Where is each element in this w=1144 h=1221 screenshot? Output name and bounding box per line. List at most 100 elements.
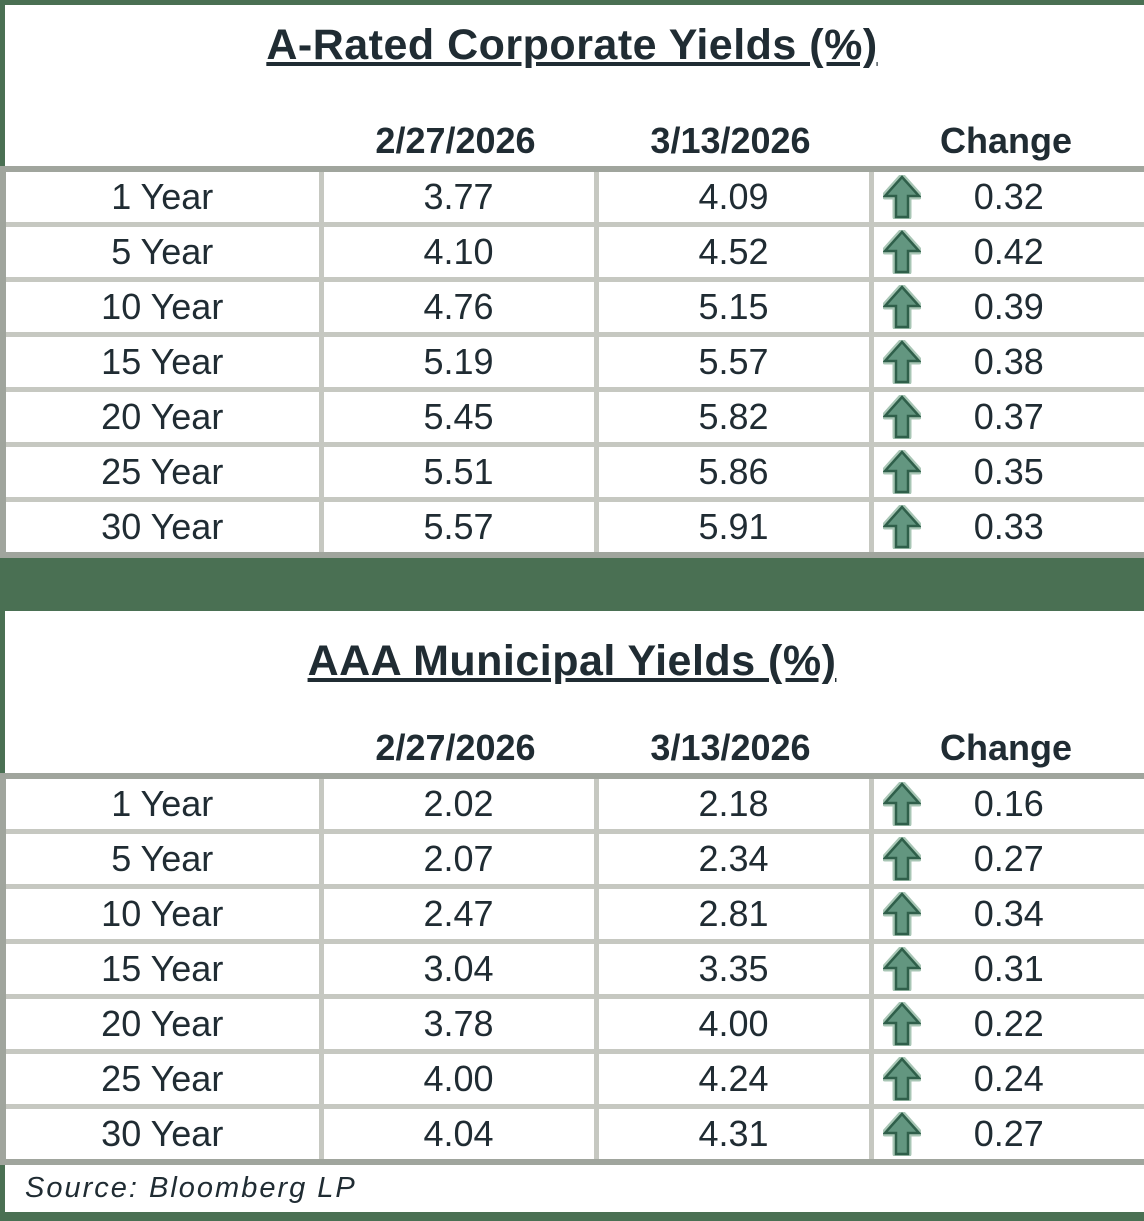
change-value-cell: 0.16	[868, 773, 1144, 834]
up-arrow-icon	[882, 1057, 921, 1101]
table-row: 5 Year 2.07 2.34 0.27	[0, 829, 1144, 889]
curr-yield: 2.81	[593, 884, 874, 944]
up-arrow-icon	[882, 395, 921, 439]
table-row: 30 Year 4.04 4.31 0.27	[0, 1104, 1144, 1165]
change-value-cell: 0.27	[868, 1104, 1144, 1165]
maturity-label: 30 Year	[0, 1104, 324, 1165]
maturity-label: 10 Year	[0, 277, 324, 337]
prev-yield: 3.78	[318, 994, 599, 1054]
change-value-cell: 0.39	[868, 277, 1144, 337]
column-header-curr-date: 3/13/2026	[650, 727, 811, 768]
up-arrow-icon	[882, 892, 921, 936]
change-value: 0.33	[973, 506, 1044, 547]
source-note-text: Source: Bloomberg LP	[25, 1172, 357, 1204]
column-header-change: Change	[939, 120, 1072, 161]
change-value: 0.32	[973, 176, 1044, 217]
curr-yield: 5.82	[593, 387, 874, 447]
curr-yield: 3.35	[593, 939, 874, 999]
curr-yield: 4.09	[593, 166, 874, 227]
table-row: 25 Year 4.00 4.24 0.24	[0, 1049, 1144, 1109]
table-row: 15 Year 3.04 3.35 0.31	[0, 939, 1144, 999]
maturity-label: 20 Year	[0, 387, 324, 447]
curr-yield: 5.91	[593, 497, 874, 558]
up-arrow-icon	[882, 1112, 921, 1156]
prev-yield: 5.51	[318, 442, 599, 502]
column-header-prev-date: 2/27/2026	[375, 120, 536, 161]
up-arrow-icon	[882, 340, 921, 384]
curr-yield: 5.86	[593, 442, 874, 502]
change-value: 0.39	[973, 286, 1044, 327]
curr-yield: 4.24	[593, 1049, 874, 1109]
top-accent-bar	[0, 0, 1144, 5]
up-arrow-icon	[882, 505, 921, 549]
prev-yield: 5.19	[318, 332, 599, 392]
change-value: 0.34	[973, 893, 1044, 934]
maturity-label: 25 Year	[0, 1049, 324, 1109]
up-arrow-icon	[882, 450, 921, 494]
maturity-label: 30 Year	[0, 497, 324, 558]
prev-yield: 2.02	[318, 773, 599, 834]
prev-yield: 5.45	[318, 387, 599, 447]
up-arrow-icon	[882, 175, 921, 219]
table-row: 15 Year 5.19 5.57 0.38	[0, 332, 1144, 392]
change-value-cell: 0.24	[868, 1049, 1144, 1109]
municipal-yields-header: AAA Municipal Yields (%) 2/27/2026 3/13/…	[0, 611, 1144, 773]
change-value-cell: 0.37	[868, 387, 1144, 447]
change-value: 0.37	[973, 396, 1044, 437]
municipal-yields-title: AAA Municipal Yields (%)	[307, 637, 837, 685]
change-value-cell: 0.35	[868, 442, 1144, 502]
maturity-label: 1 Year	[0, 773, 324, 834]
column-header-change: Change	[939, 727, 1072, 768]
up-arrow-icon	[882, 782, 921, 826]
up-arrow-icon	[882, 230, 921, 274]
curr-yield: 4.00	[593, 994, 874, 1054]
table-row: 20 Year 3.78 4.00 0.22	[0, 994, 1144, 1054]
curr-yield: 4.52	[593, 222, 874, 282]
change-value-cell: 0.38	[868, 332, 1144, 392]
section-separator-bar	[0, 558, 1144, 611]
column-header-curr-date: 3/13/2026	[650, 120, 811, 161]
up-arrow-icon	[882, 947, 921, 991]
table-row: 25 Year 5.51 5.86 0.35	[0, 442, 1144, 502]
curr-yield: 5.57	[593, 332, 874, 392]
prev-yield: 4.04	[318, 1104, 599, 1165]
prev-yield: 3.77	[318, 166, 599, 227]
change-value: 0.31	[973, 948, 1044, 989]
table-row: 10 Year 4.76 5.15 0.39	[0, 277, 1144, 337]
change-value: 0.16	[973, 783, 1044, 824]
change-value-cell: 0.27	[868, 829, 1144, 889]
change-value-cell: 0.42	[868, 222, 1144, 282]
maturity-label: 5 Year	[0, 829, 324, 889]
table-row: 10 Year 2.47 2.81 0.34	[0, 884, 1144, 944]
change-value-cell: 0.34	[868, 884, 1144, 944]
change-value-cell: 0.32	[868, 166, 1144, 227]
table-row: 30 Year 5.57 5.91 0.33	[0, 497, 1144, 558]
change-value: 0.24	[973, 1058, 1044, 1099]
table-row: 5 Year 4.10 4.52 0.42	[0, 222, 1144, 282]
change-value-cell: 0.33	[868, 497, 1144, 558]
maturity-label: 1 Year	[0, 166, 324, 227]
curr-yield: 5.15	[593, 277, 874, 337]
maturity-label: 10 Year	[0, 884, 324, 944]
prev-yield: 4.00	[318, 1049, 599, 1109]
corporate-yields-header: A-Rated Corporate Yields (%) 2/27/2026 3…	[0, 5, 1144, 166]
up-arrow-icon	[882, 1002, 921, 1046]
corporate-yields-title: A-Rated Corporate Yields (%)	[266, 21, 878, 69]
corporate-yields-table: 1 Year 3.77 4.09 0.32 5 Year 4.10 4.52 0…	[0, 166, 1144, 558]
curr-yield: 2.34	[593, 829, 874, 889]
change-value: 0.27	[973, 838, 1044, 879]
change-value-cell: 0.22	[868, 994, 1144, 1054]
change-value: 0.42	[973, 231, 1044, 272]
table-row: 1 Year 2.02 2.18 0.16	[0, 773, 1144, 834]
up-arrow-icon	[882, 837, 921, 881]
column-header-prev-date: 2/27/2026	[375, 727, 536, 768]
maturity-label: 25 Year	[0, 442, 324, 502]
municipal-column-headers: 2/27/2026 3/13/2026 Change	[0, 727, 1144, 769]
curr-yield: 4.31	[593, 1104, 874, 1165]
municipal-yields-table: 1 Year 2.02 2.18 0.16 5 Year 2.07 2.34 0…	[0, 773, 1144, 1165]
change-value: 0.27	[973, 1113, 1044, 1154]
maturity-label: 15 Year	[0, 939, 324, 999]
bottom-accent-bar	[0, 1212, 1144, 1221]
prev-yield: 4.76	[318, 277, 599, 337]
